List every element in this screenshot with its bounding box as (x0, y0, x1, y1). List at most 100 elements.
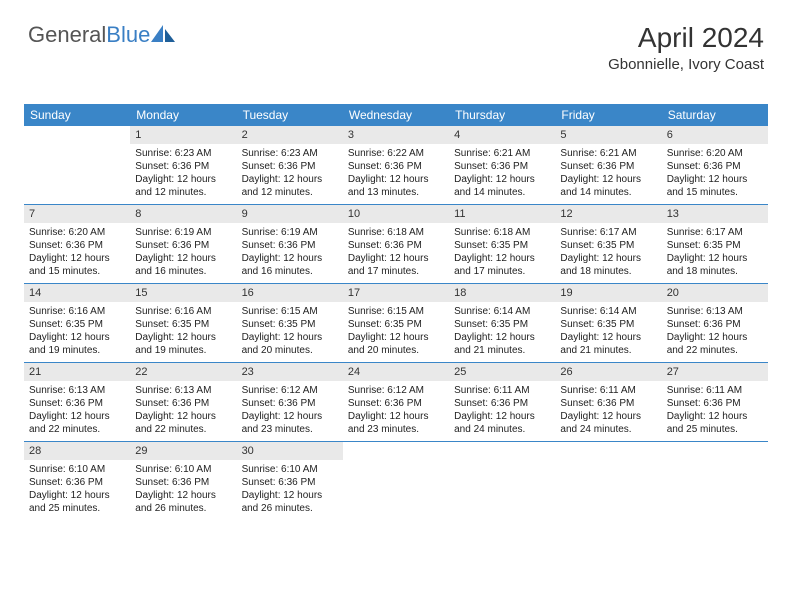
day-cell: 24Sunrise: 6:12 AMSunset: 6:36 PMDayligh… (343, 363, 449, 441)
day-details: Sunrise: 6:12 AMSunset: 6:36 PMDaylight:… (343, 384, 449, 440)
day-details: Sunrise: 6:10 AMSunset: 6:36 PMDaylight:… (237, 463, 343, 519)
daylight-line: Daylight: 12 hours and 12 minutes. (242, 173, 338, 199)
day-cell: 30Sunrise: 6:10 AMSunset: 6:36 PMDayligh… (237, 442, 343, 520)
day-number: 29 (130, 442, 236, 460)
weeks: .1Sunrise: 6:23 AMSunset: 6:36 PMDayligh… (24, 126, 768, 520)
daylight-line: Daylight: 12 hours and 13 minutes. (348, 173, 444, 199)
header-right: April 2024 Gbonnielle, Ivory Coast (608, 22, 764, 73)
sunrise-line: Sunrise: 6:11 AM (454, 384, 550, 397)
day-cell: 4Sunrise: 6:21 AMSunset: 6:36 PMDaylight… (449, 126, 555, 204)
daylight-line: Daylight: 12 hours and 23 minutes. (348, 410, 444, 436)
sunrise-line: Sunrise: 6:20 AM (29, 226, 125, 239)
day-cell: 8Sunrise: 6:19 AMSunset: 6:36 PMDaylight… (130, 205, 236, 283)
daylight-line: Daylight: 12 hours and 24 minutes. (454, 410, 550, 436)
sunset-line: Sunset: 6:35 PM (348, 318, 444, 331)
sunrise-line: Sunrise: 6:23 AM (242, 147, 338, 160)
daylight-line: Daylight: 12 hours and 25 minutes. (29, 489, 125, 515)
day-number: 11 (449, 205, 555, 223)
sunrise-line: Sunrise: 6:18 AM (454, 226, 550, 239)
empty-cell: . (449, 442, 555, 520)
empty-cell: . (343, 442, 449, 520)
dayname-thursday: Thursday (449, 104, 555, 126)
day-number: 26 (555, 363, 661, 381)
day-details: Sunrise: 6:21 AMSunset: 6:36 PMDaylight:… (449, 147, 555, 203)
day-cell: 7Sunrise: 6:20 AMSunset: 6:36 PMDaylight… (24, 205, 130, 283)
daylight-line: Daylight: 12 hours and 18 minutes. (667, 252, 763, 278)
day-number: 12 (555, 205, 661, 223)
sunrise-line: Sunrise: 6:11 AM (560, 384, 656, 397)
day-details: Sunrise: 6:10 AMSunset: 6:36 PMDaylight:… (24, 463, 130, 519)
dayname-tuesday: Tuesday (237, 104, 343, 126)
day-details: Sunrise: 6:18 AMSunset: 6:35 PMDaylight:… (449, 226, 555, 282)
sunrise-line: Sunrise: 6:23 AM (135, 147, 231, 160)
day-details: Sunrise: 6:17 AMSunset: 6:35 PMDaylight:… (555, 226, 661, 282)
day-details: Sunrise: 6:19 AMSunset: 6:36 PMDaylight:… (237, 226, 343, 282)
daylight-line: Daylight: 12 hours and 18 minutes. (560, 252, 656, 278)
day-number: 16 (237, 284, 343, 302)
sunset-line: Sunset: 6:36 PM (667, 160, 763, 173)
sunset-line: Sunset: 6:35 PM (454, 318, 550, 331)
sunrise-line: Sunrise: 6:15 AM (348, 305, 444, 318)
day-cell: 20Sunrise: 6:13 AMSunset: 6:36 PMDayligh… (662, 284, 768, 362)
dayname-monday: Monday (130, 104, 236, 126)
day-details: Sunrise: 6:15 AMSunset: 6:35 PMDaylight:… (343, 305, 449, 361)
month-title: April 2024 (608, 22, 764, 54)
sunrise-line: Sunrise: 6:14 AM (560, 305, 656, 318)
daylight-line: Daylight: 12 hours and 16 minutes. (242, 252, 338, 278)
day-cell: 2Sunrise: 6:23 AMSunset: 6:36 PMDaylight… (237, 126, 343, 204)
daylight-line: Daylight: 12 hours and 26 minutes. (242, 489, 338, 515)
sunset-line: Sunset: 6:36 PM (242, 397, 338, 410)
sunset-line: Sunset: 6:36 PM (135, 160, 231, 173)
sunset-line: Sunset: 6:35 PM (560, 318, 656, 331)
sunset-line: Sunset: 6:36 PM (135, 239, 231, 252)
sunrise-line: Sunrise: 6:22 AM (348, 147, 444, 160)
sunset-line: Sunset: 6:36 PM (667, 397, 763, 410)
logo-word-blue: Blue (106, 22, 150, 47)
sunrise-line: Sunrise: 6:15 AM (242, 305, 338, 318)
sunrise-line: Sunrise: 6:17 AM (560, 226, 656, 239)
day-details: Sunrise: 6:18 AMSunset: 6:36 PMDaylight:… (343, 226, 449, 282)
empty-cell: . (662, 442, 768, 520)
day-number: 6 (662, 126, 768, 144)
day-cell: 29 Sunrise: 6:10 AMSunset: 6:36 PMDayligh… (130, 442, 236, 520)
day-details: Sunrise: 6:10 AMSunset: 6:36 PMDaylight:… (130, 463, 236, 519)
daylight-line: Daylight: 12 hours and 25 minutes. (667, 410, 763, 436)
sunrise-line: Sunrise: 6:19 AM (135, 226, 231, 239)
daylight-line: Daylight: 12 hours and 23 minutes. (242, 410, 338, 436)
sunset-line: Sunset: 6:36 PM (29, 239, 125, 252)
day-cell: 12 Sunrise: 6:17 AMSunset: 6:35 PMDayligh… (555, 205, 661, 283)
calendar: SundayMondayTuesdayWednesdayThursdayFrid… (24, 104, 768, 520)
sunset-line: Sunset: 6:36 PM (242, 160, 338, 173)
day-cell: 1Sunrise: 6:23 AMSunset: 6:36 PMDaylight… (130, 126, 236, 204)
week-row: .1Sunrise: 6:23 AMSunset: 6:36 PMDayligh… (24, 126, 768, 204)
day-cell: 22Sunrise: 6:13 AMSunset: 6:36 PMDayligh… (130, 363, 236, 441)
day-cell: 14Sunrise: 6:16 AMSunset: 6:35 PMDayligh… (24, 284, 130, 362)
daylight-line: Daylight: 12 hours and 20 minutes. (242, 331, 338, 357)
day-number: 13 (662, 205, 768, 223)
daylight-line: Daylight: 12 hours and 14 minutes. (560, 173, 656, 199)
sunrise-line: Sunrise: 6:12 AM (242, 384, 338, 397)
sunrise-line: Sunrise: 6:13 AM (135, 384, 231, 397)
sunset-line: Sunset: 6:36 PM (454, 397, 550, 410)
day-cell: 21Sunrise: 6:13 AMSunset: 6:36 PMDayligh… (24, 363, 130, 441)
day-cell: 11 Sunrise: 6:18 AMSunset: 6:35 PMDayligh… (449, 205, 555, 283)
day-cell: 15Sunrise: 6:16 AMSunset: 6:35 PMDayligh… (130, 284, 236, 362)
daylight-line: Daylight: 12 hours and 19 minutes. (29, 331, 125, 357)
empty-cell: . (24, 126, 130, 204)
week-row: 14Sunrise: 6:16 AMSunset: 6:35 PMDayligh… (24, 283, 768, 362)
day-cell: 3Sunrise: 6:22 AMSunset: 6:36 PMDaylight… (343, 126, 449, 204)
daylight-line: Daylight: 12 hours and 22 minutes. (29, 410, 125, 436)
day-cell: 5Sunrise: 6:21 AMSunset: 6:36 PMDaylight… (555, 126, 661, 204)
logo-sail-icon (151, 24, 177, 42)
day-number: 7 (24, 205, 130, 223)
logo: GeneralBlue (28, 22, 177, 48)
day-number: 22 (130, 363, 236, 381)
day-details: Sunrise: 6:23 AMSunset: 6:36 PMDaylight:… (130, 147, 236, 203)
day-number: 10 (343, 205, 449, 223)
dayname-wednesday: Wednesday (343, 104, 449, 126)
sunset-line: Sunset: 6:36 PM (454, 160, 550, 173)
sunset-line: Sunset: 6:36 PM (29, 397, 125, 410)
daylight-line: Daylight: 12 hours and 17 minutes. (348, 252, 444, 278)
sunrise-line: Sunrise: 6:21 AM (560, 147, 656, 160)
day-number: 28 (24, 442, 130, 460)
